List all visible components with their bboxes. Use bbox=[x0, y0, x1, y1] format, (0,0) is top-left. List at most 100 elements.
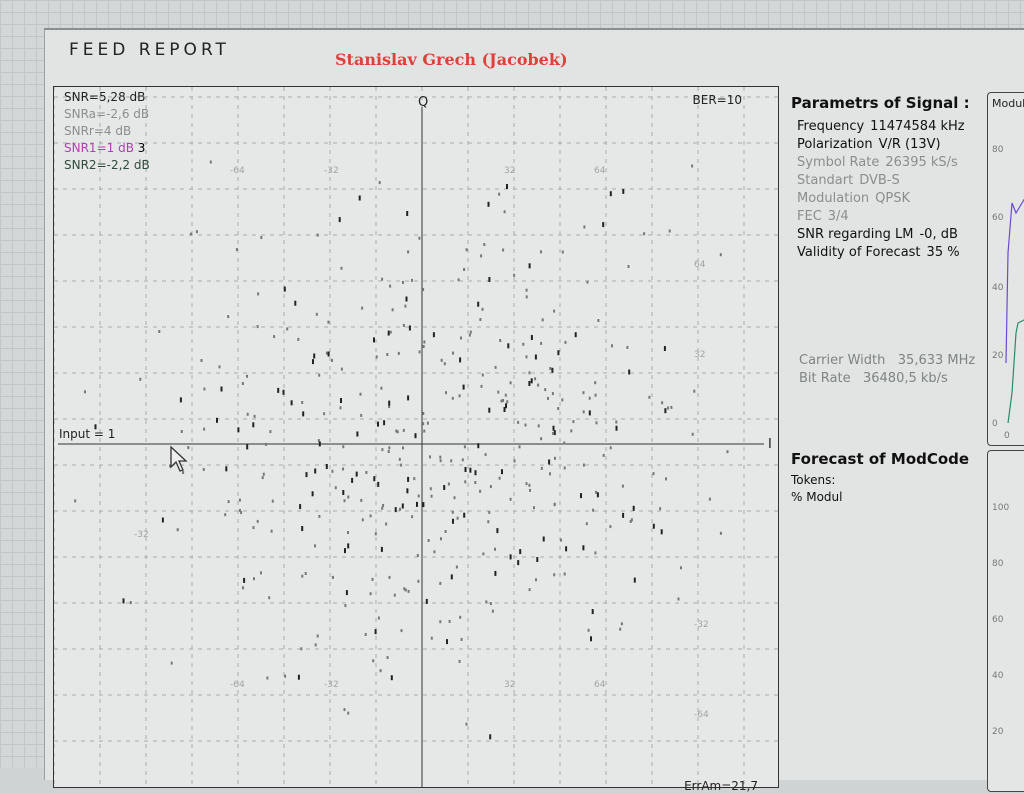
constellation-point bbox=[84, 390, 86, 394]
constellation-point bbox=[554, 456, 556, 460]
constellation-point bbox=[334, 486, 337, 490]
constellation-point bbox=[426, 421, 429, 425]
constellation-point bbox=[485, 600, 488, 604]
constellation-point bbox=[583, 225, 586, 229]
constellation-point bbox=[170, 661, 173, 665]
signal-parameters: Parametrs of Signal : Frequency 11474584 … bbox=[791, 94, 991, 262]
constellation-point bbox=[444, 530, 447, 533]
constellation-point bbox=[402, 323, 405, 327]
constellation-point bbox=[582, 391, 585, 395]
constellation-point bbox=[451, 510, 454, 514]
constellation-point bbox=[406, 488, 409, 494]
param-row: FEC 3/4 bbox=[791, 208, 991, 226]
constellation-point bbox=[480, 384, 483, 388]
tick-label: 64 bbox=[694, 260, 706, 270]
constellation-point bbox=[480, 254, 483, 258]
constellation-point bbox=[385, 522, 388, 526]
constellation-point bbox=[393, 593, 396, 597]
constellation-point bbox=[252, 422, 255, 428]
constellation-point bbox=[422, 502, 425, 508]
param-label: Validity of Forecast bbox=[797, 245, 921, 260]
constellation-point bbox=[343, 708, 346, 712]
constellation-point bbox=[301, 574, 304, 578]
constellation-point bbox=[528, 263, 531, 269]
constellation-point bbox=[271, 499, 274, 503]
q-axis-label: Q bbox=[418, 95, 429, 110]
constellation-point bbox=[668, 229, 671, 233]
constellation-point bbox=[652, 472, 655, 476]
param-label: FEC bbox=[797, 209, 822, 224]
constellation-point bbox=[628, 369, 631, 375]
constellation-point bbox=[629, 520, 632, 523]
constellation-point bbox=[517, 560, 520, 566]
tick-label: 64 bbox=[594, 680, 606, 690]
constellation-point bbox=[347, 543, 350, 549]
constellation-point bbox=[301, 526, 304, 531]
constellation-point bbox=[652, 523, 655, 529]
constellation-point bbox=[509, 497, 512, 501]
constellation-point bbox=[525, 288, 528, 292]
constellation-point bbox=[389, 284, 392, 288]
constellation-point bbox=[373, 337, 375, 343]
constellation-point bbox=[540, 341, 543, 345]
constellation-point bbox=[394, 507, 397, 513]
constellation-point bbox=[396, 430, 399, 434]
tick-label: -64 bbox=[230, 680, 245, 690]
constellation-point bbox=[327, 320, 330, 324]
constellation-point bbox=[195, 230, 198, 234]
constellation-point bbox=[513, 459, 516, 463]
constellation-point bbox=[443, 485, 446, 490]
constellation-point bbox=[339, 406, 342, 410]
constellation-point bbox=[400, 463, 403, 467]
constellation-point bbox=[418, 236, 421, 240]
constellation-point bbox=[452, 518, 454, 524]
constellation-point bbox=[664, 408, 667, 414]
constellation-point bbox=[304, 572, 307, 575]
author-watermark: Stanislav Grech (Jacobek) bbox=[335, 50, 568, 69]
constellation-point bbox=[504, 393, 507, 397]
constellation-point bbox=[594, 551, 597, 555]
modulation-chart-title: Modula bbox=[992, 97, 1024, 110]
constellation-point bbox=[432, 332, 435, 338]
constellation-point bbox=[360, 413, 363, 417]
constellation-point bbox=[665, 477, 667, 481]
constellation-point bbox=[551, 392, 554, 396]
snr-list: SNR=5,28 dB SNRa=-2,6 dB SNRr=4 dB SNR1=… bbox=[64, 89, 150, 174]
constellation-point bbox=[402, 446, 404, 450]
constellation-point bbox=[602, 222, 605, 228]
constellation-point bbox=[261, 476, 264, 480]
constellation-point bbox=[506, 184, 508, 189]
constellation-point bbox=[439, 455, 442, 459]
x-tick: 0 bbox=[1004, 431, 1010, 441]
constellation-point bbox=[533, 506, 535, 510]
constellation-point bbox=[311, 491, 314, 497]
param-label: Standart bbox=[797, 173, 854, 188]
y-tick: 20 bbox=[992, 727, 1004, 737]
bit-rate-label: Bit Rate bbox=[799, 371, 851, 386]
constellation-point bbox=[243, 577, 246, 583]
constellation-point bbox=[338, 217, 341, 223]
constellation-point bbox=[200, 359, 203, 362]
constellation-point bbox=[497, 390, 500, 394]
constellation-point bbox=[501, 469, 503, 475]
constellation-point bbox=[227, 315, 230, 319]
constellation-point bbox=[305, 472, 308, 478]
constellation-point bbox=[479, 318, 482, 321]
constellation-point bbox=[547, 396, 549, 400]
constellation-point bbox=[380, 386, 383, 390]
constellation-point bbox=[541, 318, 544, 322]
constellation-point bbox=[479, 489, 482, 493]
constellation-point bbox=[347, 711, 350, 715]
constellation-point bbox=[169, 464, 172, 468]
constellation-point bbox=[591, 609, 594, 615]
constellation-point bbox=[626, 345, 629, 349]
y-tick: 80 bbox=[992, 559, 1004, 569]
constellation-point bbox=[469, 330, 472, 334]
constellation-point bbox=[468, 333, 471, 337]
constellation-point bbox=[627, 265, 630, 268]
constellation-point bbox=[343, 499, 346, 503]
constellation-point bbox=[586, 280, 589, 284]
constellation-point bbox=[390, 675, 393, 681]
constellation-point bbox=[572, 420, 575, 424]
constellation-point bbox=[374, 629, 377, 635]
